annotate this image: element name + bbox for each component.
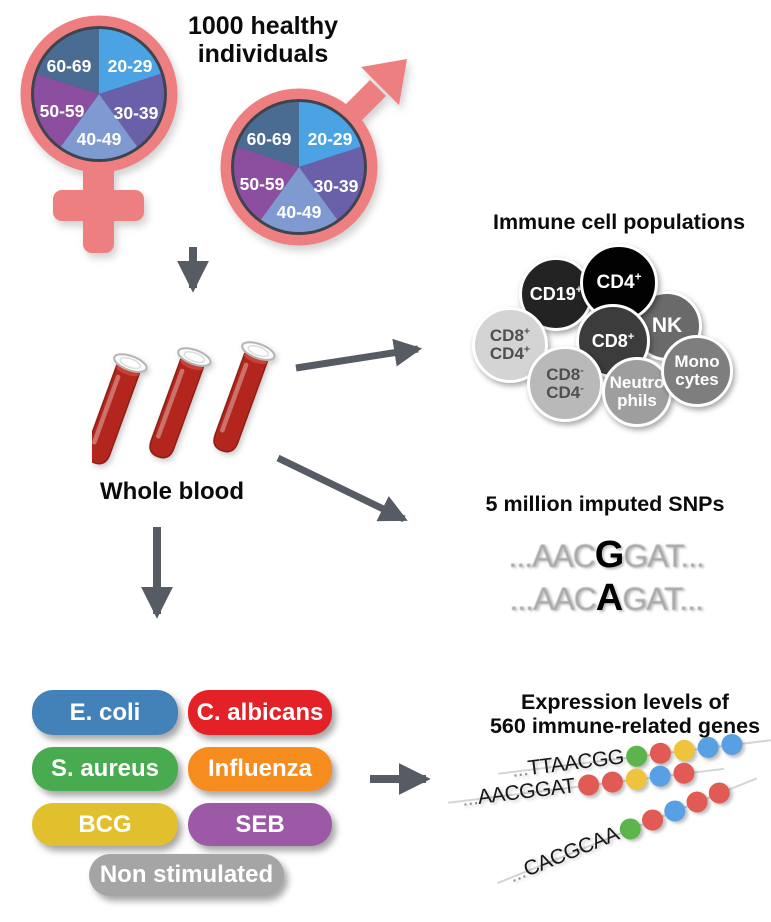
- expression-dot: [576, 772, 600, 797]
- blood-tubes-icon: [92, 341, 276, 465]
- snp-sequence-ref: ...AACGGAT...: [508, 534, 705, 576]
- stimulus-pill-calbicans: C. albicans: [188, 690, 332, 735]
- pie-label-60-69: 60-69: [47, 56, 92, 76]
- pie-slice-30-39: [99, 73, 164, 147]
- female-cross: [53, 156, 144, 253]
- expression-dot: [696, 735, 721, 759]
- study-title-line1: 1000 healthy: [187, 12, 339, 40]
- pie-slice-20-29: [99, 29, 161, 94]
- stimulus-pill-influenza: Influenza: [188, 747, 332, 791]
- pie-label-20-29: 20-29: [108, 56, 153, 76]
- whole-blood-label: Whole blood: [100, 478, 244, 505]
- expression-dot: [705, 778, 734, 807]
- stimulus-pill-seb: SEB: [188, 803, 332, 846]
- pie-label-30-39: 30-39: [314, 176, 359, 196]
- expression-dot: [671, 761, 696, 785]
- male-ring: [220, 88, 378, 246]
- pie-slice-60-69: [237, 102, 299, 167]
- cell-circle-cd8neg-cd4neg: CD8- CD4-: [527, 346, 603, 422]
- arrow-blood-to-cells: [295, 338, 423, 372]
- male-age-pie: 20-29 30-39 40-49 50-59 60-69: [231, 99, 367, 235]
- pie-label-20-29: 20-29: [308, 129, 353, 149]
- snp-sequence-alt: ...AACAGAT...: [509, 577, 703, 619]
- expression-dot: [661, 796, 689, 825]
- expression-dot: [720, 732, 745, 756]
- expression-dot: [616, 814, 645, 843]
- pie-slice-40-49: [60, 94, 138, 160]
- expression-dot: [624, 766, 648, 791]
- expression-dot: [672, 738, 697, 762]
- pie-slice-30-39: [299, 146, 364, 220]
- pie-slice-40-49: [260, 167, 338, 233]
- stimulus-pill-ecoli: E. coli: [32, 690, 178, 735]
- male-symbol-icon: 20-29 30-39 40-49 50-59 60-69: [220, 59, 407, 246]
- cell-circle-monocytes: Mono cytes: [661, 335, 733, 407]
- immune-cells-title: Immune cell populations: [492, 210, 746, 234]
- pie-slice-60-69: [37, 29, 99, 94]
- pie-label-50-59: 50-59: [40, 101, 85, 121]
- pie-label-50-59: 50-59: [240, 174, 285, 194]
- pie-label-40-49: 40-49: [277, 202, 322, 222]
- expression-title-line1: Expression levels of: [521, 690, 729, 714]
- snps-title: 5 million imputed SNPs: [485, 492, 725, 516]
- pie-label-40-49: 40-49: [77, 129, 122, 149]
- expression-dot: [683, 787, 711, 816]
- stimulus-pill-nonstimulated: Non stimulated: [89, 854, 284, 896]
- blood-tube: [92, 353, 148, 465]
- blood-tube: [213, 341, 276, 453]
- stimulus-pill-saureus: S. aureus: [32, 747, 178, 791]
- study-title-line2: individuals: [197, 40, 329, 68]
- blood-tube: [149, 347, 212, 459]
- pie-slice-50-59: [34, 73, 99, 147]
- expression-dot: [647, 764, 672, 788]
- study-title: 1000 healthy individuals: [188, 12, 338, 68]
- snp-sequences: ...AACGGAT... ...AACAGAT...: [508, 534, 705, 620]
- pie-slice-20-29: [299, 102, 361, 167]
- expression-title: Expression levels of 560 immune-related …: [490, 690, 760, 738]
- pie-slice-50-59: [234, 146, 299, 220]
- female-age-pie: 20-29 30-39 40-49 50-59 60-69: [31, 26, 167, 162]
- female-ring: [20, 15, 178, 173]
- stimulus-pill-bcg: BCG: [32, 803, 178, 846]
- pie-label-60-69: 60-69: [247, 129, 292, 149]
- expression-dot: [639, 805, 667, 834]
- female-symbol-icon: 20-29 30-39 40-49 50-59 60-69: [20, 15, 178, 253]
- expression-dot: [600, 769, 624, 794]
- pie-label-30-39: 30-39: [114, 103, 159, 123]
